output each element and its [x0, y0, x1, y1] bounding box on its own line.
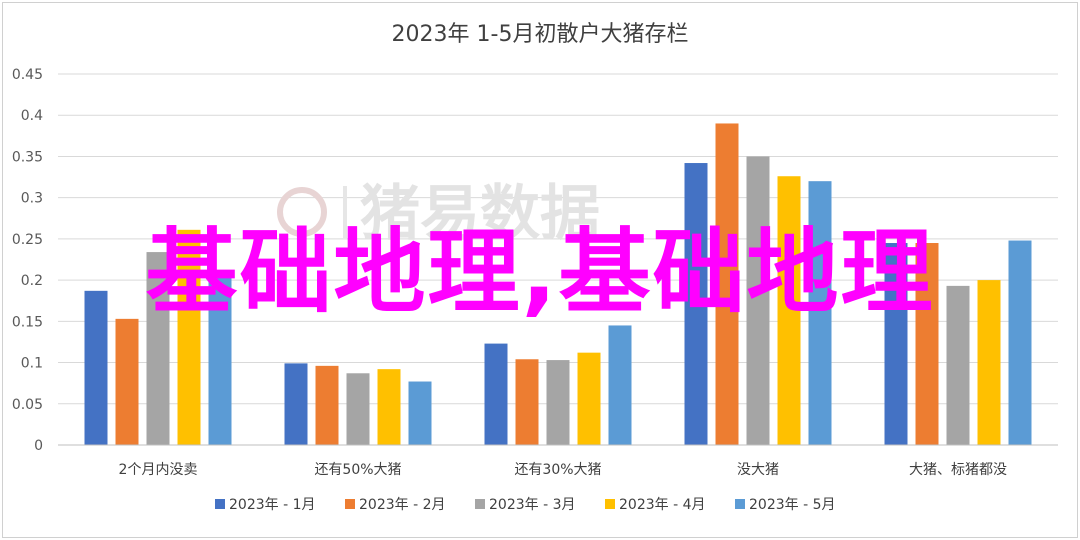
y-tick-label: 0.2 [21, 273, 43, 289]
bar [408, 381, 432, 445]
legend-swatch [605, 499, 615, 509]
x-category-label: 大猪、标猪都没 [909, 462, 1007, 478]
bar [608, 325, 632, 445]
bar [808, 181, 832, 445]
bar [177, 229, 201, 445]
legend-swatch [735, 499, 745, 509]
legend-swatch [215, 499, 225, 509]
legend-swatch [475, 499, 485, 509]
bar [515, 359, 539, 445]
y-tick-label: 0.45 [12, 67, 43, 83]
bar [208, 271, 232, 445]
bar [115, 318, 139, 445]
bar [684, 163, 708, 446]
watermark-logo-icon [277, 187, 327, 237]
y-tick-label: 0.25 [12, 232, 43, 248]
bar [746, 156, 770, 445]
bar [915, 243, 939, 445]
legend-label: 2023年 - 3月 [489, 497, 576, 513]
legend-label: 2023年 - 5月 [749, 497, 836, 513]
y-tick-label: 0 [34, 438, 43, 454]
bar [377, 369, 401, 445]
bar [946, 285, 970, 445]
y-tick-label: 0.05 [12, 397, 43, 413]
bar [346, 373, 370, 445]
bar [315, 365, 339, 445]
legend-swatch [345, 499, 355, 509]
bar [777, 176, 801, 445]
watermark-divider [343, 186, 347, 238]
bar [1008, 240, 1032, 445]
y-tick-label: 0.4 [21, 108, 43, 124]
bar [284, 363, 308, 445]
bar [146, 252, 170, 445]
chart-title: 2023年 1-5月初散户大猪存栏 [391, 22, 689, 47]
y-tick-label: 0.1 [21, 356, 43, 372]
watermark-text: 猪易数据 [360, 179, 600, 249]
y-tick-label: 0.3 [21, 191, 43, 207]
x-category-label: 还有30%大猪 [514, 462, 601, 478]
y-tick-label: 0.35 [12, 149, 43, 165]
bar [977, 280, 1001, 445]
bar [546, 360, 570, 445]
bar [715, 123, 739, 445]
legend-label: 2023年 - 4月 [619, 497, 706, 513]
x-category-label: 2个月内没卖 [119, 462, 198, 478]
bar [484, 343, 508, 445]
bar [577, 352, 601, 445]
legend-label: 2023年 - 1月 [229, 497, 316, 513]
overlay-text: 基础地理,基础地理 [145, 219, 935, 326]
bar [84, 290, 108, 445]
y-tick-label: 0.15 [12, 314, 43, 330]
legend-label: 2023年 - 2月 [359, 497, 446, 513]
x-category-label: 还有50%大猪 [314, 462, 401, 478]
bar [884, 243, 908, 445]
x-category-label: 没大猪 [737, 462, 779, 478]
